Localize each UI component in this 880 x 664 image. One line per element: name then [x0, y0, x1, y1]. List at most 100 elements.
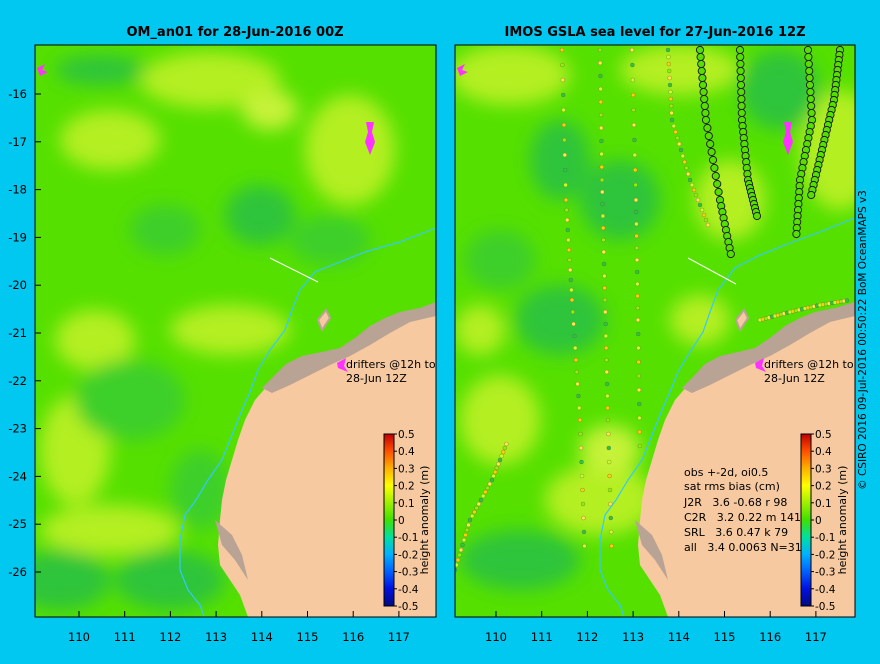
track-marker — [631, 122, 637, 128]
track-marker — [682, 159, 687, 165]
y-tick-label: -22 — [8, 374, 27, 388]
track-marker — [635, 281, 640, 287]
colorbar-tick-label: 0.4 — [398, 446, 415, 458]
track-marker — [699, 207, 705, 213]
colorbar-tick-label: -0.2 — [398, 549, 419, 561]
track-marker — [804, 52, 813, 62]
track-marker — [633, 197, 639, 203]
track-marker — [807, 108, 816, 118]
track-marker — [559, 47, 565, 53]
track-marker — [805, 66, 814, 76]
track-marker — [633, 182, 638, 188]
colorbar-tick-label: -0.5 — [815, 601, 836, 613]
colorbar-tick-label: -0.3 — [815, 567, 836, 579]
track-marker — [461, 537, 467, 543]
track-marker — [598, 60, 603, 66]
track-marker — [710, 163, 719, 173]
right-transect-line — [687, 257, 737, 285]
track-marker — [487, 481, 492, 487]
track-marker — [570, 309, 575, 315]
track-marker — [635, 317, 641, 323]
track-marker — [701, 108, 710, 118]
right-colorbar-bar — [800, 433, 812, 607]
track-marker — [502, 445, 507, 451]
track-marker — [569, 297, 575, 303]
track-marker — [466, 522, 471, 528]
track-marker — [630, 62, 635, 68]
colorbar-tick-label: 0.5 — [398, 429, 415, 441]
track-marker — [606, 431, 611, 437]
right-x-axis: 110 111 112 113 114 115 116 117 — [485, 611, 827, 644]
track-marker — [467, 517, 473, 523]
right-satellite-tracks — [455, 45, 850, 573]
track-marker — [566, 237, 571, 243]
left-anomaly-blobs — [35, 52, 395, 610]
track-marker — [496, 461, 501, 467]
track-marker — [598, 99, 603, 105]
track-marker — [675, 135, 680, 141]
x-tick-label: 112 — [159, 630, 181, 644]
track-marker — [630, 77, 635, 83]
colorbar-tick-label: -0.4 — [398, 584, 419, 596]
x-tick-label: 111 — [531, 630, 553, 644]
track-marker — [665, 47, 671, 53]
right-drifter-label-line1: drifters @12h to — [764, 358, 854, 371]
track-marker — [565, 217, 570, 223]
track-marker — [494, 465, 499, 471]
track-marker — [699, 87, 708, 97]
colorbar-tick-label: -0.1 — [815, 532, 836, 544]
right-frame — [454, 44, 856, 618]
track-marker — [485, 485, 490, 491]
track-marker — [604, 381, 610, 387]
track-marker — [608, 501, 613, 507]
track-marker — [606, 445, 611, 451]
track-marker — [604, 369, 609, 375]
x-tick-label: 113 — [622, 630, 644, 644]
track-marker — [573, 357, 579, 363]
track-marker — [568, 277, 573, 283]
track-marker — [686, 171, 691, 177]
left-shark-bay — [215, 520, 248, 580]
track-marker — [598, 73, 603, 79]
track-marker — [666, 61, 671, 67]
track-marker — [472, 509, 477, 515]
track-marker — [677, 141, 682, 147]
track-marker — [582, 543, 587, 549]
track-marker — [706, 139, 715, 149]
track-marker — [566, 247, 572, 253]
track-marker — [804, 59, 813, 69]
y-tick-label: -16 — [8, 87, 27, 101]
track-marker — [668, 96, 673, 102]
track-marker — [601, 261, 607, 267]
x-tick-label: 112 — [576, 630, 598, 644]
track-marker — [605, 417, 611, 423]
track-marker — [634, 209, 639, 215]
track-marker — [599, 125, 604, 131]
track-marker — [501, 449, 506, 455]
x-tick-label: 110 — [485, 630, 507, 644]
track-marker — [563, 197, 569, 203]
track-marker — [693, 192, 699, 198]
left-transect-line — [269, 257, 319, 283]
track-marker — [711, 171, 720, 181]
track-marker — [667, 68, 672, 74]
track-marker — [601, 237, 606, 243]
track-marker — [737, 87, 746, 97]
track-marker — [634, 233, 639, 239]
colorbar-tick-label: 0.5 — [815, 429, 832, 441]
right-drifter-label-line2: 28-Jun 12Z — [764, 372, 825, 385]
track-marker — [698, 80, 708, 90]
track-marker — [631, 107, 636, 113]
track-marker — [455, 557, 461, 563]
track-marker — [666, 54, 671, 60]
track-marker — [696, 52, 705, 62]
track-marker — [636, 373, 641, 379]
track-marker — [607, 487, 613, 493]
left-drifter-north — [365, 122, 375, 155]
track-marker — [737, 101, 746, 111]
track-marker — [460, 542, 465, 548]
right-colorbar-ticks: 0.5 0.4 0.3 0.2 0.1 0 -0.1 -0.2 -0.3 -0.4 -0.5 — [811, 429, 836, 613]
right-reef-strip — [682, 302, 855, 393]
left-colorbar: 0.5 0.4 0.3 0.2 0.1 0 -0.1 -0.2 -0.3 -0.4 -0.5 hei… — [383, 429, 431, 613]
track-marker — [599, 164, 604, 170]
